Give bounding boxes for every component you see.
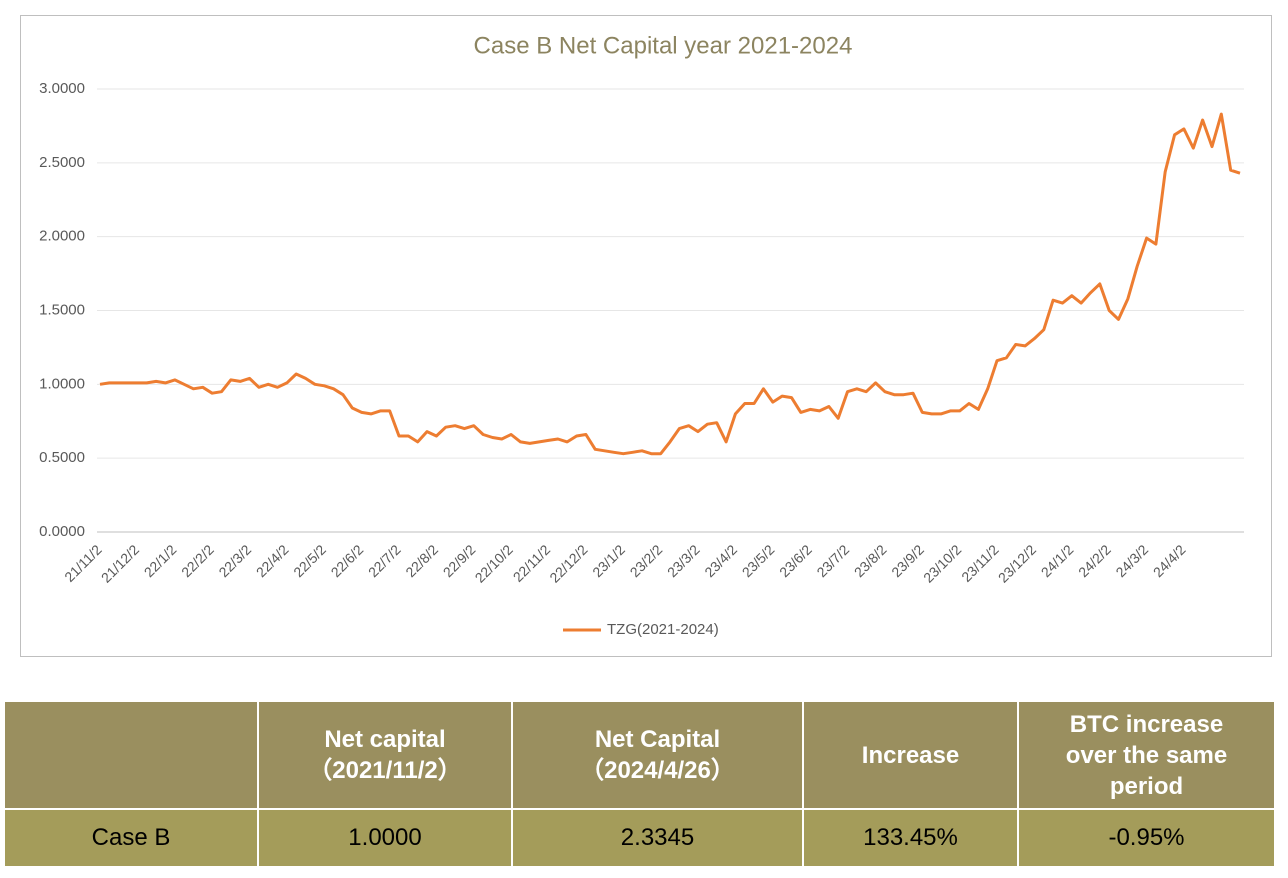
y-tick-label: 3.0000 [39, 80, 85, 97]
y-tick-label: 2.5000 [39, 154, 85, 171]
table-cell: 2.3345 [513, 810, 802, 866]
header-text: （2021/11/2） [308, 757, 462, 784]
header-text: BTC increase [1069, 710, 1224, 738]
y-tick-label: 0.0000 [39, 523, 85, 540]
legend-label: TZG(2021-2024) [607, 621, 719, 638]
y-tick-label: 1.5000 [39, 301, 85, 318]
y-tick-label: 1.0000 [39, 375, 85, 392]
header-text: （2024/4/26） [580, 757, 735, 784]
y-tick-label: 2.0000 [39, 228, 85, 245]
y-tick-label: 0.5000 [39, 449, 85, 466]
data-line [99, 112, 1241, 456]
header-cell: Net Capital （2024/4/26） [513, 702, 802, 808]
header-cell: BTC increase over the same period [1019, 702, 1274, 808]
table-cell: 1.0000 [259, 810, 511, 866]
header-text: Increase [861, 741, 960, 769]
header-text: Net capital [324, 726, 446, 753]
header-cell: Net capital （2021/11/2） [259, 702, 511, 808]
header-cell: Increase [804, 702, 1017, 808]
table-row: Case B 1.0000 2.3345 133.45% -0.95% [5, 810, 1274, 866]
table-cell: 133.45% [804, 810, 1017, 866]
header-text: period [1109, 772, 1184, 800]
header-text: over the same [1065, 741, 1228, 769]
chart-title: Case B Net Capital year 2021-2024 [474, 32, 853, 59]
chart-border [20, 15, 1272, 657]
header-text: Net Capital [594, 726, 721, 753]
table-cell: Case B [5, 810, 257, 866]
chart: Case B Net Capital year 2021-2024 0.0000… [20, 15, 1272, 657]
table-cell: -0.95% [1019, 810, 1274, 866]
header-row: Net capital （2021/11/2） Net Capital （2024/4… [5, 702, 1274, 808]
table-body: Case B 1.0000 2.3345 133.45% -0.95% [5, 810, 1274, 866]
summary-table: Net capital （2021/11/2） Net Capital （2024/4… [3, 700, 1276, 868]
header-cell [5, 702, 257, 808]
